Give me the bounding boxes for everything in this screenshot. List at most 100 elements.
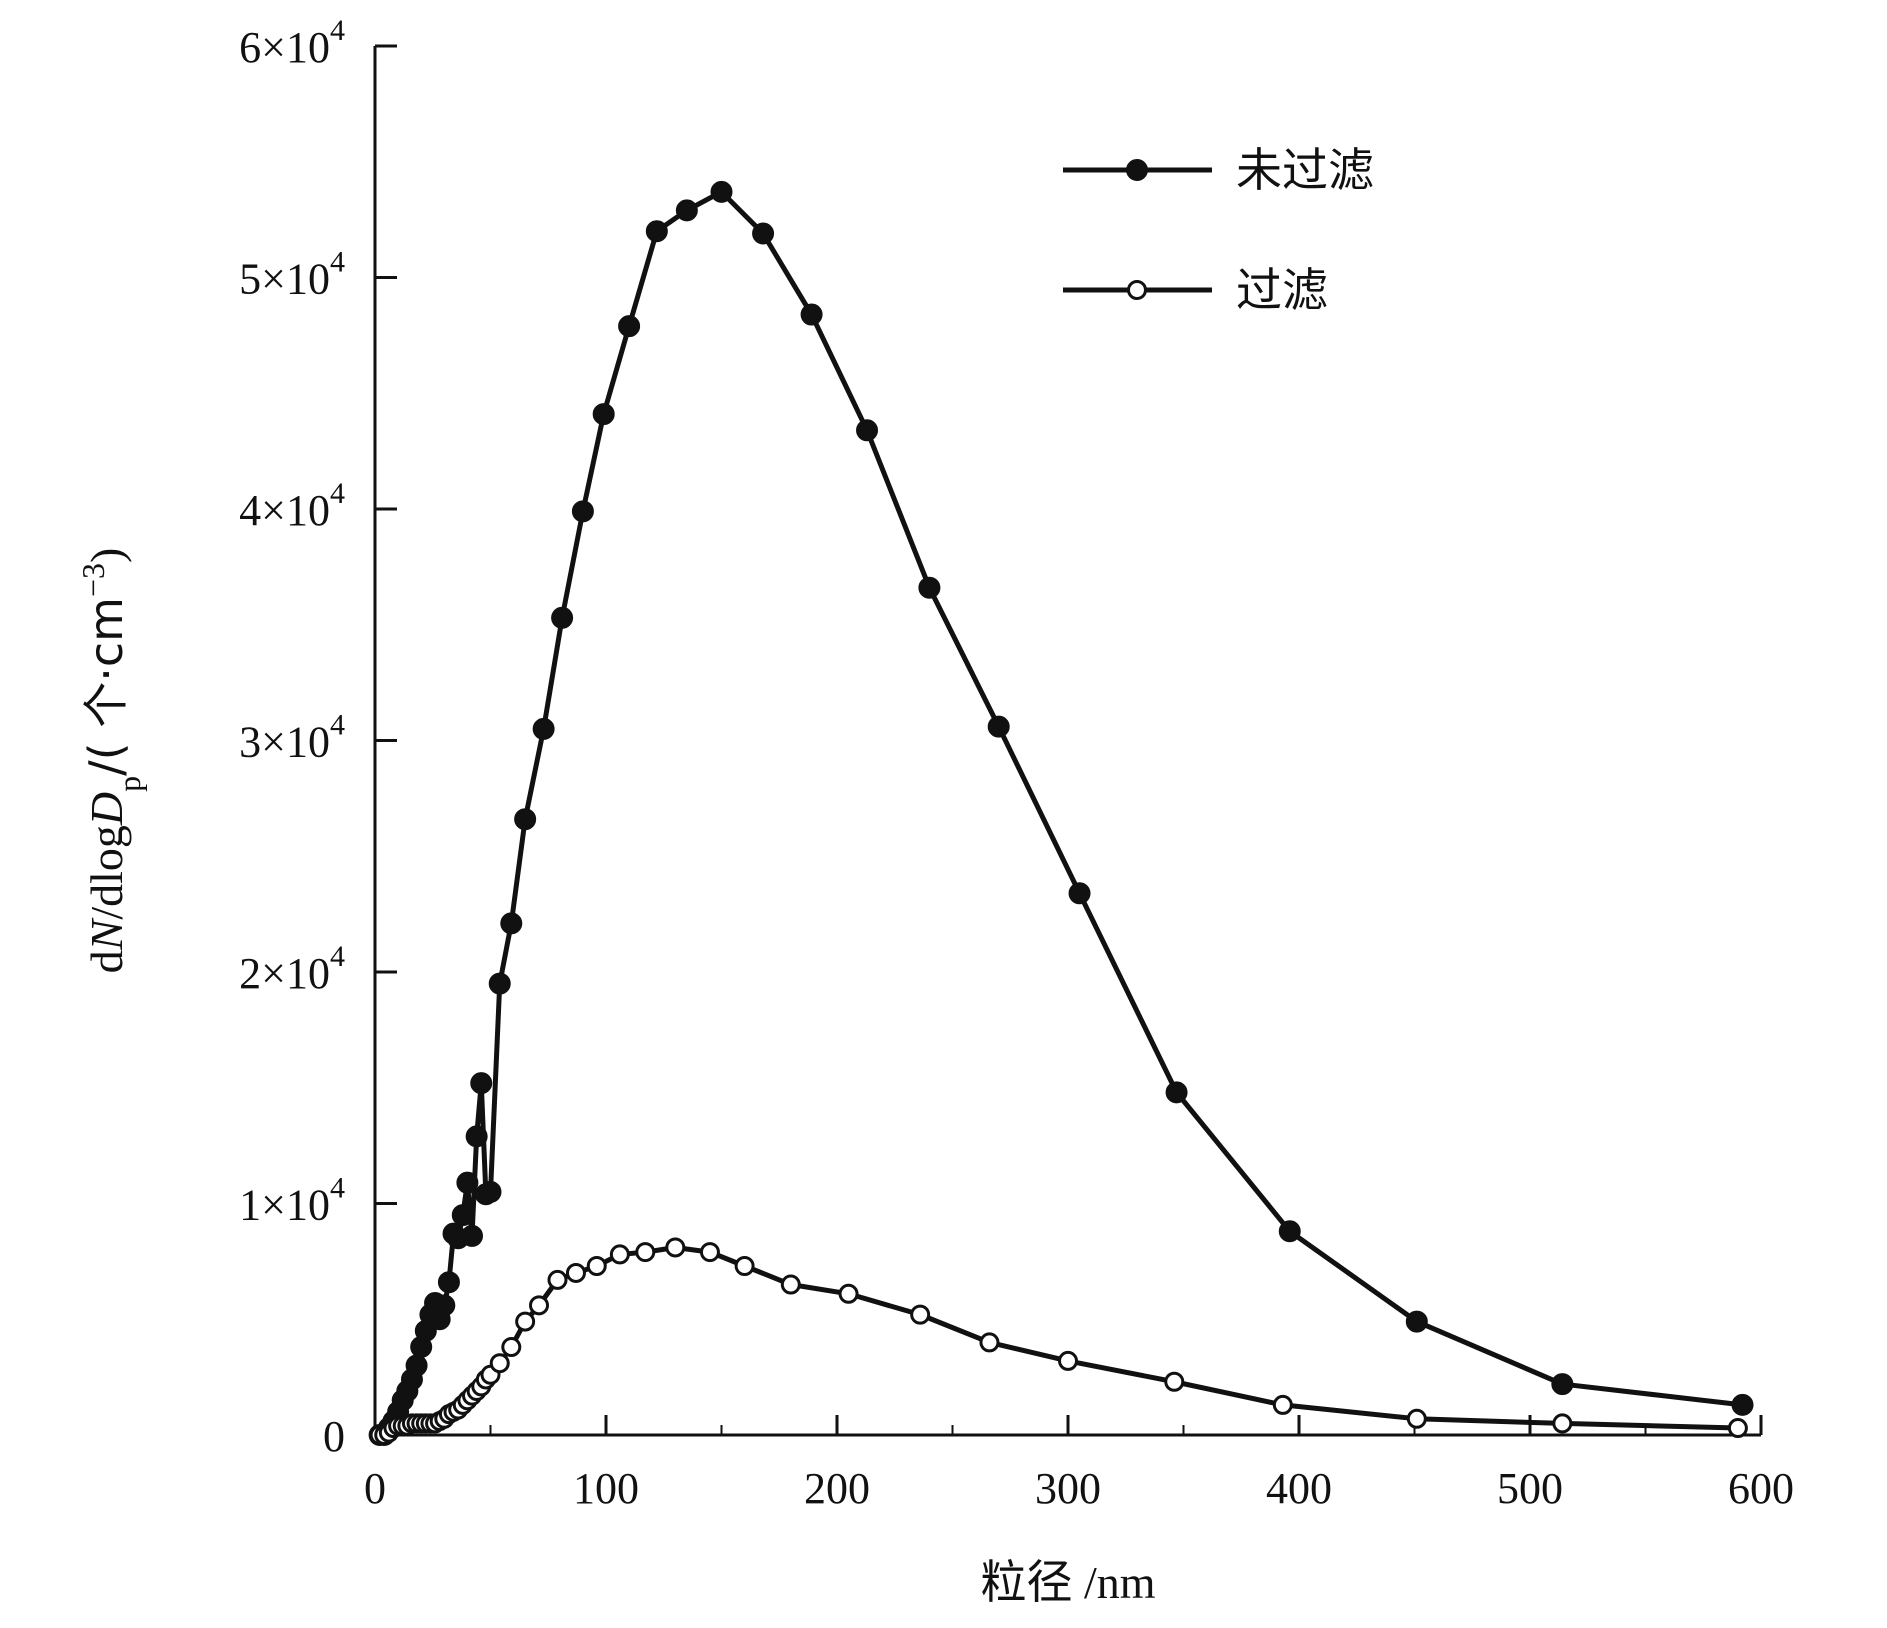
- data-point: [1552, 1413, 1573, 1434]
- y-tick-label: 2×104: [239, 940, 345, 998]
- y-tick-label: 3×104: [239, 709, 345, 767]
- data-point: [501, 1337, 522, 1358]
- series-line: [379, 189, 1743, 1438]
- x-tick-label: 400: [1266, 1464, 1332, 1513]
- data-point: [433, 1294, 456, 1317]
- y-tick-label-exp: 4: [330, 1172, 345, 1205]
- data-point: [1068, 882, 1091, 905]
- y-title-D: D: [81, 792, 132, 826]
- data-point: [635, 1242, 656, 1263]
- x-tick-label: 600: [1728, 1464, 1794, 1513]
- y-title-d: d: [81, 950, 132, 973]
- y-tick-label-exp: 4: [330, 246, 345, 279]
- y-tick-label: 0: [323, 1412, 345, 1461]
- data-point: [489, 1353, 510, 1374]
- y-tick-label-base: 1×10: [239, 1181, 330, 1230]
- y-title-dlog: /dlog: [81, 825, 132, 920]
- data-point: [645, 220, 668, 243]
- data-point: [710, 180, 733, 203]
- data-point: [465, 1125, 488, 1148]
- data-point: [547, 1269, 568, 1290]
- data-point: [609, 1244, 630, 1265]
- series-unfiltered: [368, 180, 1754, 1446]
- data-point: [979, 1332, 1000, 1353]
- legend-label: 过滤: [1236, 263, 1328, 317]
- series-layer: [368, 180, 1754, 1446]
- data-point: [734, 1256, 755, 1277]
- data-point: [592, 403, 615, 426]
- y-tick-label-base: 0: [323, 1412, 345, 1461]
- y-tick-label-base: 4×10: [239, 486, 330, 535]
- y-tick-label-exp: 4: [330, 14, 345, 47]
- data-point: [456, 1171, 479, 1194]
- x-ticks: 0 100 200 300 400 500 600: [364, 1415, 1794, 1513]
- y-tick-label-exp: 4: [330, 709, 345, 742]
- data-point: [665, 1237, 686, 1258]
- x-axis-title: 粒径 /nm: [980, 1557, 1155, 1608]
- data-point: [479, 1180, 502, 1203]
- y-title-unit: /( 个·cm: [79, 597, 133, 776]
- y-tick-label-base: 2×10: [239, 949, 330, 998]
- data-point: [618, 315, 641, 338]
- data-point: [1731, 1393, 1754, 1416]
- series-filtered: [369, 1237, 1748, 1445]
- data-point: [1058, 1350, 1078, 1371]
- data-point: [470, 1072, 493, 1095]
- data-point: [1272, 1394, 1293, 1415]
- data-point: [437, 1271, 460, 1294]
- data-point: [800, 303, 823, 326]
- data-point: [838, 1283, 859, 1304]
- data-point: [1551, 1373, 1574, 1396]
- data-point: [1164, 1371, 1185, 1392]
- legend-label: 未过滤: [1236, 143, 1374, 197]
- data-point: [529, 1295, 550, 1316]
- data-point: [675, 199, 698, 222]
- data-point: [571, 500, 594, 523]
- x-tick-label: 300: [1035, 1464, 1101, 1513]
- data-point: [405, 1354, 428, 1377]
- x-tick-label: 500: [1497, 1464, 1563, 1513]
- data-point: [699, 1242, 720, 1263]
- data-point: [514, 808, 537, 831]
- y-title-p: p: [111, 776, 147, 792]
- data-point: [1405, 1310, 1428, 1333]
- data-point: [918, 576, 941, 599]
- data-point: [1278, 1220, 1301, 1243]
- legend-marker: [1127, 280, 1147, 300]
- y-tick-label-base: 3×10: [239, 718, 330, 767]
- y-title-N: N: [81, 917, 132, 951]
- data-point: [451, 1204, 474, 1227]
- data-point: [752, 222, 775, 245]
- axes: [373, 46, 1761, 1437]
- data-point: [488, 972, 511, 995]
- data-point: [515, 1311, 536, 1332]
- y-tick-label: 4×104: [239, 477, 345, 535]
- data-point: [500, 912, 523, 935]
- y-tick-label-base: 6×10: [239, 23, 330, 72]
- y-tick-label: 1×104: [239, 1172, 345, 1230]
- y-axis-title: dN/dlogDp/( 个·cm−3): [75, 548, 147, 974]
- x-tick-label: 200: [804, 1464, 870, 1513]
- data-point: [1165, 1081, 1188, 1104]
- data-point: [565, 1262, 586, 1283]
- data-point: [551, 606, 574, 629]
- data-point: [910, 1304, 931, 1325]
- data-point: [1727, 1418, 1748, 1439]
- data-point: [780, 1274, 801, 1295]
- data-point: [532, 717, 555, 740]
- y-title-close: ): [81, 548, 132, 563]
- y-tick-label-base: 5×10: [239, 255, 330, 304]
- y-tick-label-exp: 4: [330, 477, 345, 510]
- x-tick-label: 100: [573, 1464, 639, 1513]
- x-tick-label: 0: [364, 1464, 386, 1513]
- data-point: [1406, 1408, 1427, 1429]
- y-tick-label-exp: 4: [330, 940, 345, 973]
- y-tick-label: 5×104: [239, 246, 345, 304]
- legend-marker: [1126, 159, 1148, 181]
- y-title-exp: −3: [75, 563, 111, 597]
- data-point: [856, 419, 879, 442]
- y-tick-label: 6×104: [239, 14, 345, 72]
